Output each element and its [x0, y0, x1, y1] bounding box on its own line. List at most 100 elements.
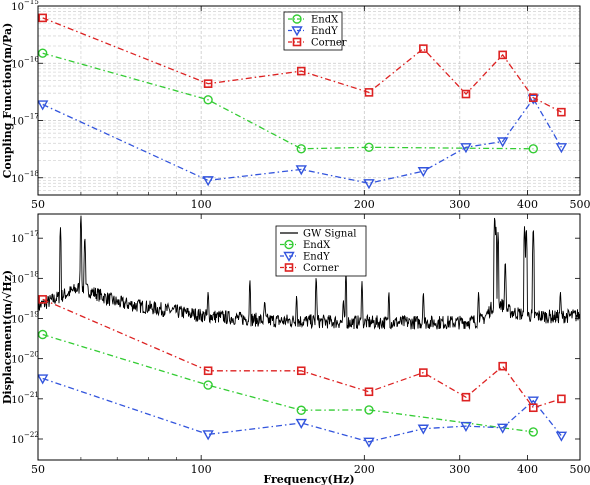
coupling-legend-endx-marker	[292, 14, 302, 24]
coupling-corner-marker	[557, 107, 566, 117]
displacement-corner-marker	[38, 295, 47, 304]
coupling-endx-marker	[38, 48, 48, 58]
displacement-corner-marker	[557, 394, 566, 404]
coupling-grid	[37, 6, 581, 195]
coupling-content	[38, 13, 568, 190]
coupling-x-tick-label: 50	[31, 198, 45, 211]
displacement-y-tick-exponent: −21	[24, 391, 39, 399]
coupling-y-tick-exponent: −17	[24, 113, 39, 121]
coupling-x-tick-label: 400	[517, 198, 538, 211]
displacement-y-tick-label: 10	[11, 234, 24, 245]
coupling-corner-marker	[38, 13, 47, 23]
displacement-endy-marker	[555, 431, 568, 442]
displacement-legend-endx-marker	[284, 239, 294, 250]
coupling-x-tick-label: 300	[449, 198, 470, 211]
displacement-y-axis-label: Displacement(m/√Hz)	[1, 270, 14, 404]
coupling-y-tick-label: 10	[11, 2, 24, 13]
coupling-endy-marker	[295, 165, 307, 176]
displacement-endy-marker	[417, 424, 430, 435]
coupling-x-tick-label: 500	[570, 198, 590, 211]
coupling-x-tick-label: 200	[354, 198, 375, 211]
coupling-y-tick-exponent: −15	[24, 0, 39, 6]
displacement-legend-gw-signal-label: GW Signal	[303, 229, 357, 240]
coupling-x-tick-label: 100	[191, 198, 212, 211]
displacement-corner-marker	[296, 366, 306, 376]
coupling-corner-marker	[296, 66, 306, 76]
coupling-legend-corner-marker	[292, 37, 302, 47]
displacement-corner-line	[42, 298, 562, 409]
coupling-legend-endx-label: EndX	[311, 15, 339, 26]
coupling-corner-marker	[498, 50, 507, 60]
displacement-legend-endy-marker	[283, 251, 295, 262]
displacement-legend-corner-label: Corner	[303, 263, 339, 274]
displacement-endy-marker	[460, 421, 472, 432]
displacement-endy-marker	[202, 430, 214, 441]
coupling-corner-marker	[419, 44, 428, 53]
coupling-endy-marker	[496, 137, 509, 148]
displacement-corner-marker	[498, 361, 507, 371]
coupling-corner-marker	[364, 88, 374, 97]
coupling-y-axis-label: Coupling Function(m/Pa)	[1, 23, 14, 179]
coupling-endx-marker	[364, 142, 374, 153]
displacement-endx-marker	[203, 380, 213, 390]
displacement-endy-marker	[496, 423, 509, 434]
coupling-corner-marker	[528, 93, 538, 103]
displacement-y-tick-exponent: −17	[24, 230, 39, 238]
displacement-corner-marker	[203, 366, 213, 376]
displacement-endx-marker	[38, 329, 48, 340]
coupling-endy-marker	[202, 176, 214, 187]
displacement-axes-box	[37, 213, 581, 461]
displacement-endy-marker	[363, 437, 375, 448]
displacement-endy-marker	[38, 374, 49, 385]
displacement-y-tick-exponent: −22	[24, 431, 39, 439]
displacement-corner-marker	[364, 387, 374, 397]
coupling-endy-marker	[555, 143, 568, 154]
coupling-y-tick-label: 10	[11, 117, 24, 128]
displacement-endx-marker	[528, 427, 538, 437]
coupling-endx-marker	[296, 144, 306, 154]
displacement-corner-marker	[461, 392, 471, 402]
coupling-legend-corner-label: Corner	[311, 38, 347, 49]
displacement-corner-marker	[528, 403, 538, 413]
displacement-x-tick-label: 400	[517, 463, 538, 476]
displacement-y-tick-label: 10	[11, 315, 24, 326]
coupling-endy-marker	[460, 143, 472, 154]
displacement-legend-endx-label: EndX	[303, 240, 331, 251]
coupling-corner-marker	[461, 89, 471, 99]
displacement-x-tick-label: 200	[354, 463, 375, 476]
displacement-y-tick-exponent: −20	[24, 351, 39, 359]
displacement-corner-marker	[419, 368, 428, 377]
coupling-endx-marker	[203, 95, 213, 105]
displacement-endy-marker	[295, 418, 307, 429]
displacement-endy-line	[42, 377, 562, 443]
displacement-endx-line	[42, 333, 534, 433]
displacement-y-tick-label: 10	[11, 274, 24, 285]
coupling-axes-box	[37, 5, 581, 196]
coupling-endx-marker	[528, 144, 538, 154]
displacement-content	[38, 215, 580, 448]
gw-signal-line	[38, 215, 580, 330]
coupling-legend-endy-label: EndY	[311, 26, 338, 37]
coupling-y-tick-exponent: −18	[24, 170, 39, 178]
displacement-endx-marker	[364, 405, 374, 415]
displacement-x-axis-label: Frequency(Hz)	[263, 473, 354, 485]
coupling-y-tick-label: 10	[11, 59, 24, 70]
displacement-y-tick-exponent: −19	[24, 311, 39, 319]
displacement-x-tick-label: 100	[191, 463, 212, 476]
displacement-y-tick-label: 10	[11, 355, 24, 366]
displacement-x-tick-label: 300	[449, 463, 470, 476]
coupling-endy-line	[42, 97, 562, 184]
coupling-corner-marker	[203, 79, 213, 88]
coupling-endy-marker	[363, 179, 375, 190]
displacement-y-tick-label: 10	[11, 435, 24, 446]
coupling-endy-marker	[417, 167, 430, 178]
displacement-y-tick-exponent: −18	[24, 270, 39, 278]
displacement-legend-corner-marker	[284, 263, 294, 272]
coupling-y-tick-label: 10	[11, 174, 24, 185]
displacement-endy-marker	[527, 396, 539, 407]
